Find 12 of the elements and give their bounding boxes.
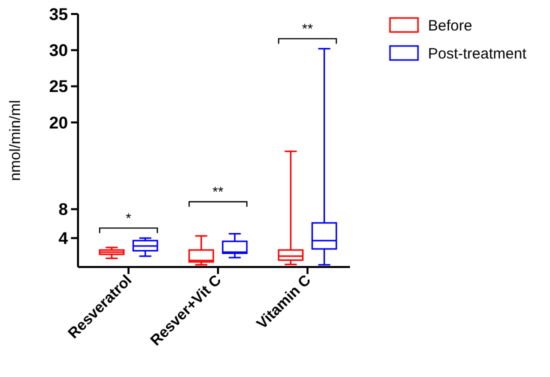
y-tick-label: 25 — [49, 77, 68, 96]
y-axis-title: nmol/min/ml — [7, 100, 24, 181]
y-tick-label: 4 — [58, 229, 69, 248]
y-tick-label: 8 — [58, 200, 68, 220]
annotation: ** — [302, 20, 314, 37]
legend-label: Post-treatment — [428, 45, 528, 62]
y-tick-label: 35 — [49, 4, 68, 24]
annotation: * — [126, 210, 132, 226]
y-tick-label: 20 — [49, 113, 68, 132]
y-tick-label: 30 — [49, 41, 68, 60]
annotation: ** — [212, 184, 224, 200]
legend-label: Before — [428, 17, 472, 34]
